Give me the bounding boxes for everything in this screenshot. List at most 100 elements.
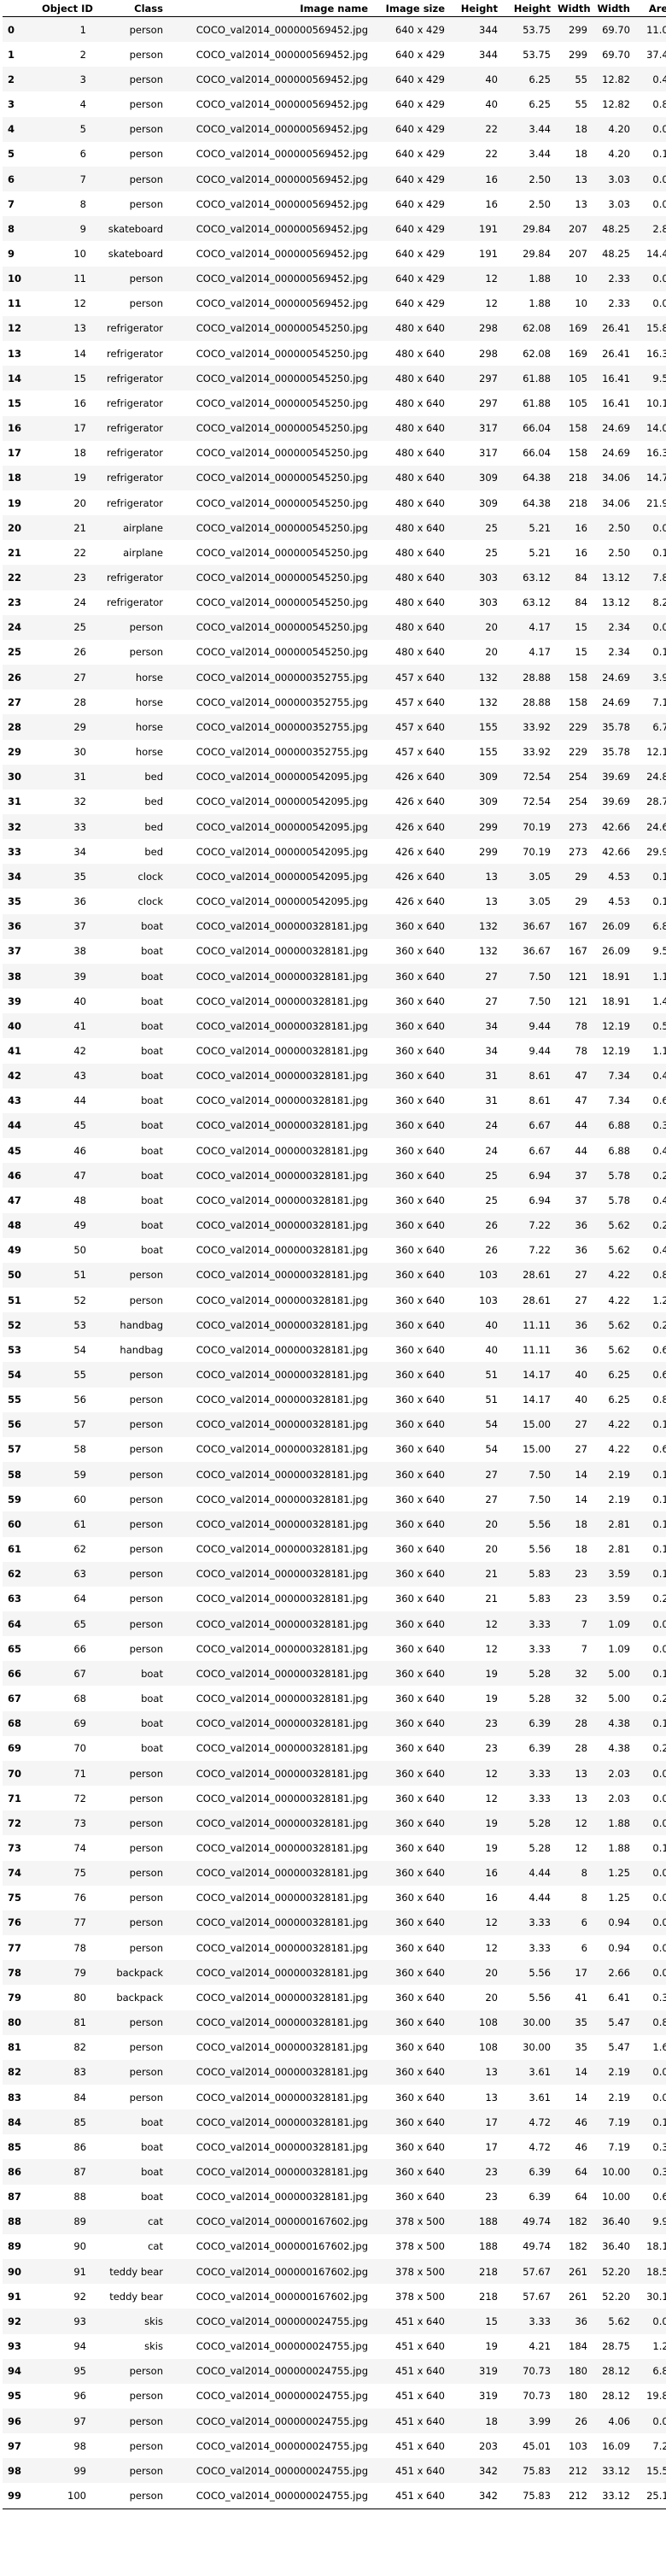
height-px-cell: 103: [448, 1287, 501, 1313]
image-name-cell: COCO_val2014_000000545250.jpg: [166, 540, 371, 566]
width-pct-cell: 4.20: [591, 141, 634, 167]
class-cell: person: [90, 266, 166, 291]
width-px-cell: 28: [554, 1710, 591, 1736]
object-id-cell: 20: [38, 490, 90, 516]
object-id-cell: 19: [38, 465, 90, 490]
area-cell: 0.06: [634, 614, 666, 640]
image-size-cell: 360 x 640: [371, 2059, 448, 2085]
width-pct-cell: 4.22: [591, 1436, 634, 1463]
row-index: 8: [3, 216, 38, 242]
height-pct-cell: 28.61: [501, 1262, 554, 1288]
width-pct-cell: 10.00: [591, 2184, 634, 2209]
image-size-cell: 480 x 640: [371, 540, 448, 566]
table-row: 11 12 person COCO_val2014_000000569452.jpg 6…: [3, 290, 666, 316]
image-name-cell: COCO_val2014_000000569452.jpg: [166, 241, 371, 267]
height-pct-cell: 3.33: [501, 1910, 554, 1936]
width-pct-cell: 2.19: [591, 1487, 634, 1512]
table-row: 55 56 person COCO_val2014_000000328181.jpg 3…: [3, 1387, 666, 1412]
image-size-cell: 426 x 640: [371, 889, 448, 914]
image-size-cell: 640 x 429: [371, 42, 448, 67]
object-id-cell: 93: [38, 2309, 90, 2334]
row-index: 56: [3, 1411, 38, 1437]
object-id-cell: 80: [38, 1985, 90, 2010]
class-cell: boat: [90, 989, 166, 1014]
object-id-cell: 53: [38, 1312, 90, 1338]
area-cell: 0.12: [634, 1561, 666, 1587]
class-cell: backpack: [90, 1985, 166, 2010]
area-cell: 0.01: [634, 1910, 666, 1936]
width-px-cell: 16: [554, 540, 591, 566]
row-index: 54: [3, 1362, 38, 1388]
row-index: 58: [3, 1462, 38, 1488]
object-id-cell: 13: [38, 315, 90, 342]
width-pct-cell: 12.82: [591, 67, 634, 92]
width-pct-cell: 5.78: [591, 1188, 634, 1213]
width-px-cell: 64: [554, 2159, 591, 2185]
width-px-cell: 6: [554, 1910, 591, 1936]
class-cell: boat: [90, 1013, 166, 1039]
width-pct-cell: 4.53: [591, 889, 634, 914]
class-cell: person: [90, 1860, 166, 1886]
image-size-cell: 360 x 640: [371, 1138, 448, 1164]
width-pct-cell: 33.12: [591, 2483, 634, 2509]
row-index: 30: [3, 764, 38, 789]
row-index: 3: [3, 91, 38, 117]
table-row: 38 39 boat COCO_val2014_000000328181.jpg 360…: [3, 963, 666, 989]
area-cell: 16.39: [634, 341, 666, 367]
height-px-cell: 25: [448, 1188, 501, 1213]
width-px-cell: 84: [554, 590, 591, 615]
objects-table: Object ID Class Image name Image size He…: [3, 0, 666, 2509]
table-row: 86 87 boat COCO_val2014_000000328181.jpg 360…: [3, 2159, 666, 2185]
height-px-cell: 19: [448, 1810, 501, 1836]
class-cell: person: [90, 1561, 166, 1587]
image-size-cell: 360 x 640: [371, 1487, 448, 1512]
width-pct-cell: 6.88: [591, 1138, 634, 1164]
image-name-cell: COCO_val2014_000000328181.jpg: [166, 1636, 371, 1662]
area-cell: 0.34: [634, 2134, 666, 2160]
width-px-cell: 28: [554, 1735, 591, 1761]
height-pct-cell: 5.21: [501, 540, 554, 566]
height-px-cell: 108: [448, 2034, 501, 2060]
area-cell: 24.69: [634, 814, 666, 840]
row-index: 47: [3, 1188, 38, 1213]
header-area: Area: [634, 0, 666, 17]
table-row: 64 65 person COCO_val2014_000000328181.jpg 3…: [3, 1611, 666, 1637]
height-pct-cell: 2.50: [501, 166, 554, 192]
area-cell: 0.03: [634, 1935, 666, 1961]
image-size-cell: 640 x 429: [371, 141, 448, 167]
width-px-cell: 18: [554, 141, 591, 167]
area-cell: 0.28: [634, 1735, 666, 1761]
header-image-size: Image size: [371, 0, 448, 17]
header-height-px: Height: [448, 0, 501, 17]
width-px-cell: 41: [554, 1985, 591, 2010]
height-px-cell: 27: [448, 1487, 501, 1512]
object-id-cell: 71: [38, 1760, 90, 1787]
image-name-cell: COCO_val2014_000000328181.jpg: [166, 938, 371, 964]
width-pct-cell: 69.70: [591, 42, 634, 67]
height-pct-cell: 4.17: [501, 614, 554, 640]
row-index: 88: [3, 2209, 38, 2234]
object-id-cell: 4: [38, 91, 90, 117]
height-px-cell: 16: [448, 1860, 501, 1886]
image-size-cell: 451 x 640: [371, 2409, 448, 2434]
class-cell: clock: [90, 889, 166, 914]
area-cell: 0.80: [634, 91, 666, 117]
width-pct-cell: 7.34: [591, 1088, 634, 1113]
image-name-cell: COCO_val2014_000000328181.jpg: [166, 1038, 371, 1064]
height-pct-cell: 5.28: [501, 1661, 554, 1687]
image-name-cell: COCO_val2014_000000328181.jpg: [166, 1985, 371, 2010]
table-row: 58 59 person COCO_val2014_000000328181.jpg 3…: [3, 1462, 666, 1488]
height-pct-cell: 4.21: [501, 2333, 554, 2359]
height-px-cell: 12: [448, 290, 501, 316]
width-px-cell: 12: [554, 1810, 591, 1836]
row-index: 21: [3, 540, 38, 566]
area-cell: 12.14: [634, 739, 666, 765]
table-row: 52 53 handbag COCO_val2014_000000328181.jpg…: [3, 1312, 666, 1338]
class-cell: person: [90, 91, 166, 117]
table-row: 5 6 person COCO_val2014_000000569452.jpg 640…: [3, 141, 666, 167]
image-size-cell: 451 x 640: [371, 2383, 448, 2409]
area-cell: 0.33: [634, 1112, 666, 1139]
area-cell: 0.08: [634, 191, 666, 217]
height-px-cell: 25: [448, 1163, 501, 1188]
height-px-cell: 218: [448, 2284, 501, 2309]
